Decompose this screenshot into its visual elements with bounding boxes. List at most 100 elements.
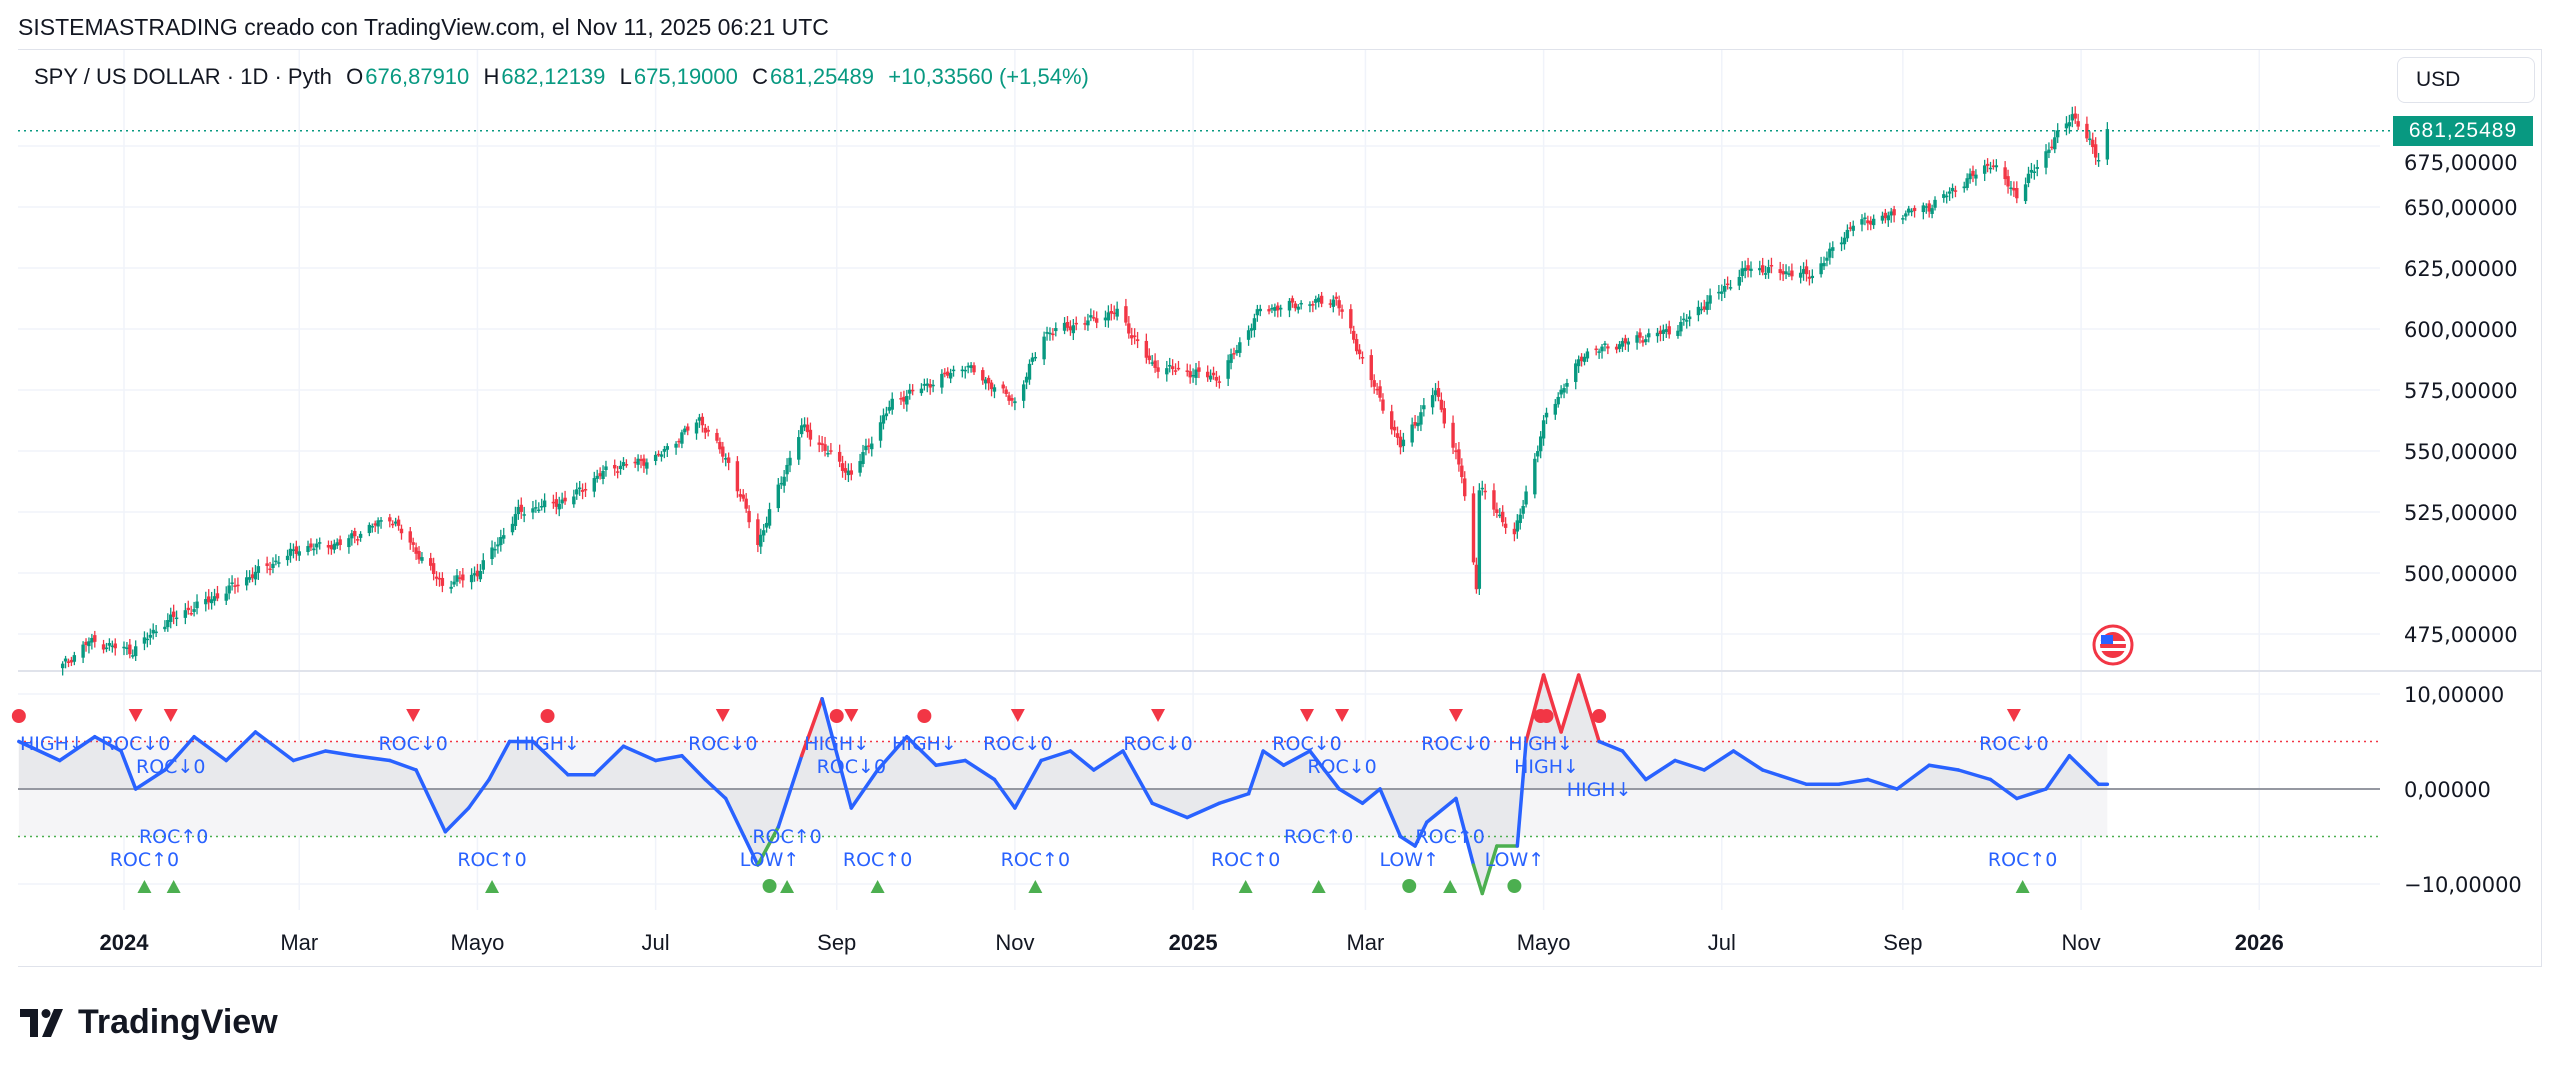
- candle-body: [595, 475, 599, 479]
- candle-body: [756, 519, 760, 546]
- candle-body: [1889, 211, 1893, 216]
- candle-body: [1115, 308, 1119, 317]
- candle-body: [1030, 357, 1035, 362]
- candle-body: [1238, 342, 1242, 353]
- candle-body: [1083, 323, 1087, 325]
- candle-body: [1620, 341, 1625, 347]
- candle-body: [291, 549, 296, 552]
- roc-line-segment: [1597, 739, 1625, 753]
- currency-button[interactable]: USD: [2397, 57, 2535, 103]
- candle-body: [224, 593, 228, 601]
- close-value: 681,25489: [770, 64, 875, 89]
- candle-body: [408, 531, 412, 543]
- candle-body: [499, 536, 503, 546]
- candle-body: [461, 574, 465, 581]
- candle-body: [677, 440, 681, 443]
- candle-body: [1156, 367, 1160, 372]
- candle-body: [1062, 322, 1067, 331]
- roc-line-segment: [849, 768, 880, 810]
- candle-body: [1153, 360, 1157, 368]
- tradingview-logo[interactable]: TradingView: [20, 1003, 278, 1042]
- candle-body: [931, 384, 935, 387]
- candle-body: [557, 503, 561, 510]
- time-axis-label: Mar: [1346, 930, 1384, 955]
- symbol-title[interactable]: SPY / US DOLLAR · 1D · Pyth: [34, 64, 332, 89]
- candle-body: [1708, 295, 1712, 304]
- candle-body: [1579, 356, 1584, 362]
- candle-body: [2070, 114, 2075, 121]
- roc-line-segment: [1092, 749, 1125, 772]
- candle-body: [1089, 315, 1093, 318]
- roc-line-segment: [723, 796, 760, 867]
- candle-body: [1801, 269, 1806, 274]
- candle-body: [1416, 422, 1420, 427]
- candle-body: [925, 383, 929, 386]
- roc-line-segment: [776, 754, 804, 829]
- roc-line-segment: [1471, 863, 1485, 896]
- candle-body: [1092, 317, 1096, 319]
- candle-body: [434, 576, 439, 579]
- flag-stripe: [2100, 648, 2126, 651]
- candle-body: [992, 387, 997, 392]
- candle-body: [1352, 330, 1356, 340]
- candle-body: [639, 459, 643, 461]
- high-signal-circle-icon: [1539, 709, 1554, 723]
- candle-body: [662, 449, 667, 452]
- candle-body: [1971, 170, 1975, 176]
- candle-body: [1845, 229, 1850, 239]
- roc-signal-label: HIGH↓: [20, 733, 85, 755]
- time-axis-label: Jul: [1708, 930, 1736, 955]
- roc-line-segment: [820, 697, 854, 810]
- time-axis-label: 2026: [2235, 930, 2284, 955]
- roc-signal-label: ROC↑0: [843, 849, 912, 871]
- candle-body: [1188, 371, 1192, 378]
- time-axis-label: 2025: [1169, 930, 1218, 955]
- candle-body: [1290, 298, 1295, 303]
- candle-body: [353, 530, 357, 537]
- candle-body: [1804, 266, 1809, 275]
- candle-body: [1042, 336, 1046, 360]
- candle-body: [636, 458, 640, 465]
- candle-body: [329, 545, 334, 550]
- candle-body: [1626, 341, 1631, 345]
- candle-body: [209, 599, 214, 604]
- time-axis-label: Mayo: [451, 930, 505, 955]
- candle-body: [429, 558, 433, 566]
- candle-body: [2015, 187, 2019, 199]
- price-axis-label: 600,00000: [2404, 318, 2518, 342]
- roc-line-segment: [1836, 777, 1870, 786]
- candle-body: [1860, 219, 1864, 225]
- candle-body: [1375, 388, 1379, 391]
- candle-body: [1013, 401, 1017, 404]
- candle-body: [577, 487, 582, 490]
- candle-body: [759, 534, 763, 547]
- roc-signal-label: ROC↑0: [1211, 849, 1280, 871]
- candle-body: [1728, 287, 1733, 289]
- candle-body: [2056, 130, 2060, 138]
- candle-body: [972, 365, 976, 373]
- candle-body: [604, 466, 608, 471]
- candle-body: [1831, 247, 1835, 251]
- candle-body: [285, 555, 290, 561]
- candle-body: [475, 570, 480, 577]
- roc-down-triangle-icon: [128, 709, 143, 722]
- roc-line-segment: [1068, 749, 1096, 772]
- candle-body: [1994, 165, 1999, 168]
- candle-body: [1442, 408, 1446, 424]
- candle-body: [1968, 173, 1972, 180]
- roc-line-segment: [1480, 844, 1499, 896]
- low-label: L: [619, 64, 632, 89]
- candle-body: [858, 461, 862, 473]
- candle-body: [969, 365, 973, 368]
- candle-body: [1165, 368, 1169, 375]
- candle-body: [2105, 129, 2110, 160]
- candle-body: [2006, 176, 2010, 187]
- roc-line-segment: [703, 777, 728, 801]
- candle-body: [250, 574, 255, 579]
- candle-body: [215, 593, 220, 599]
- candle-body: [455, 575, 459, 582]
- candle-body: [908, 389, 912, 394]
- roc-line-segment: [1702, 749, 1736, 772]
- roc-up-triangle-icon: [1311, 880, 1326, 893]
